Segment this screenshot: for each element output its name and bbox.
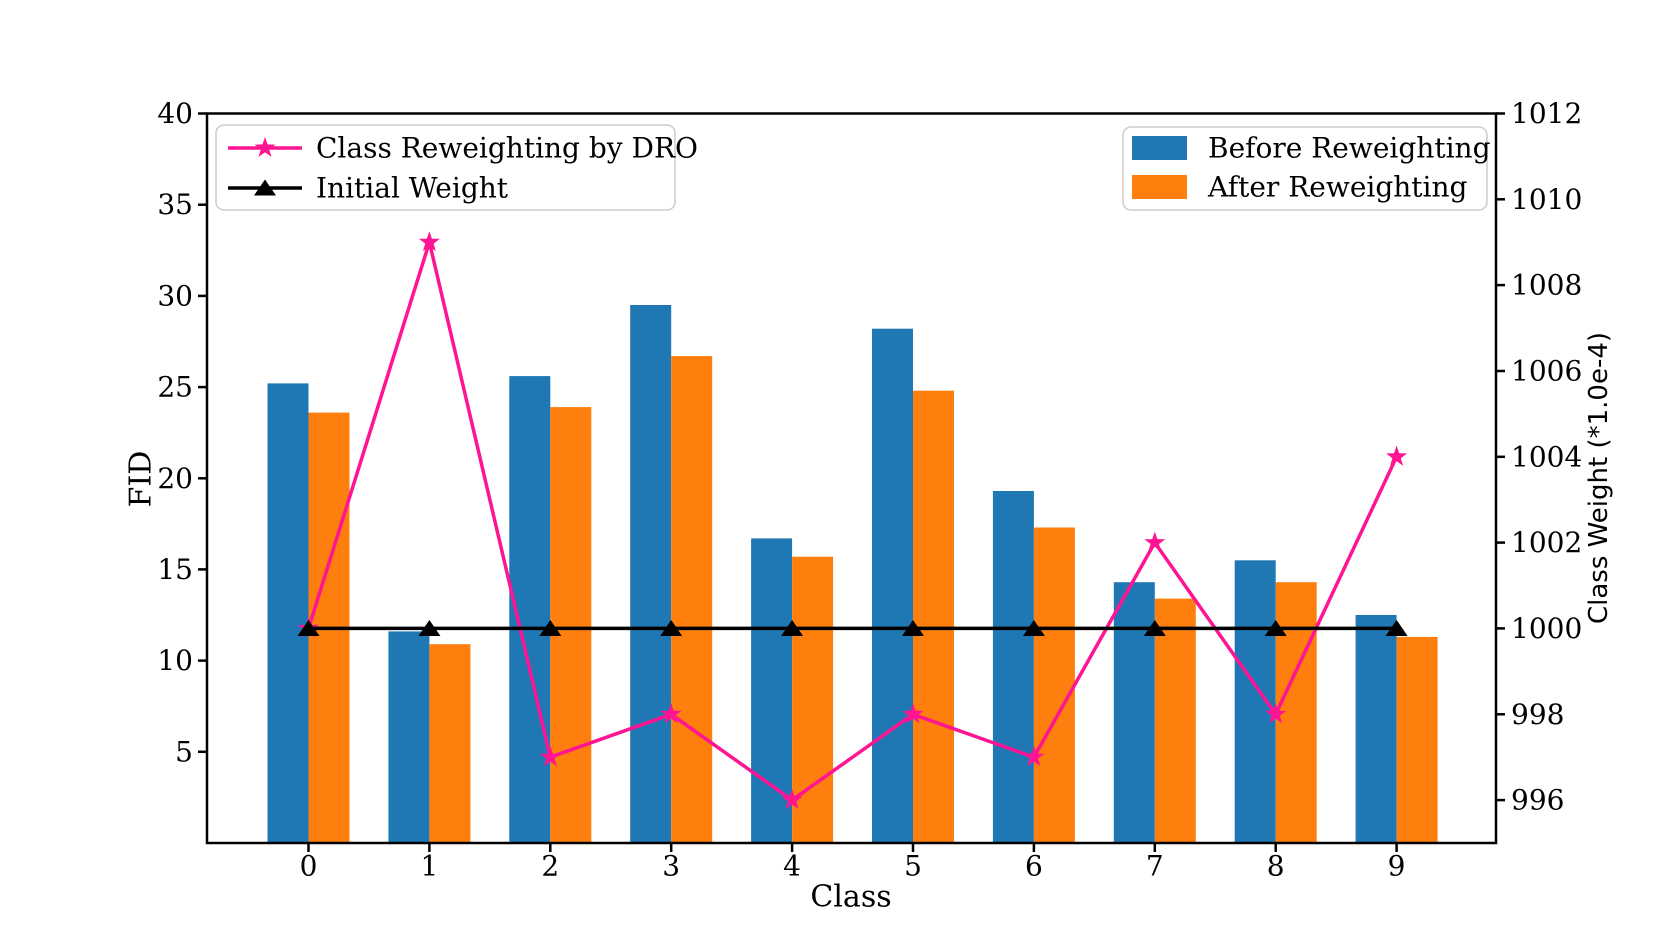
- dro-weight-line: [306, 235, 1399, 803]
- dro-star-marker-8: [1265, 703, 1287, 724]
- legend-lines-box: [215, 124, 676, 211]
- bar-after-class-5: [913, 390, 954, 843]
- right-tick-label-1006: 1006: [1511, 355, 1582, 388]
- x-tick-label-8: 8: [1267, 850, 1285, 883]
- legend-initial-triangle-icon: [254, 179, 276, 196]
- bar-after-class-7: [1154, 598, 1196, 843]
- legend-label-before: Before Reweighting: [1208, 132, 1491, 165]
- x-tick-label-9: 9: [1388, 850, 1406, 883]
- dro-star-marker-4: [781, 789, 803, 809]
- right-tick-label-1012: 1012: [1511, 97, 1582, 130]
- right-tick-label-996: 996: [1511, 784, 1564, 817]
- x-tick-label-0: 0: [300, 850, 318, 883]
- bar-after-class-4: [792, 556, 834, 843]
- x-tick-label-3: 3: [662, 850, 680, 883]
- initial-weight-triangle-marker-7: [1143, 619, 1166, 636]
- dro-star-marker-3: [660, 703, 682, 724]
- bar-before-class-8: [1234, 560, 1276, 843]
- bar-after-class-9: [1396, 636, 1438, 843]
- y-axis-label-left: FID: [123, 450, 159, 508]
- x-tick-label-1: 1: [420, 850, 438, 883]
- x-axis-label: Class: [810, 879, 892, 915]
- bar-before-class-5: [872, 328, 913, 843]
- right-tick-label-1002: 1002: [1511, 526, 1582, 559]
- bar-after-class-1: [429, 644, 471, 843]
- left-tick-label-25: 25: [157, 371, 193, 404]
- legend-swatch-after: [1132, 175, 1187, 199]
- initial-weight-triangle-marker-9: [1385, 619, 1408, 636]
- x-tick-label-6: 6: [1025, 850, 1043, 883]
- dro-star-marker-1: [418, 231, 440, 252]
- bar-before-class-9: [1355, 615, 1397, 843]
- right-tick-label-998: 998: [1511, 698, 1564, 731]
- bar-before-class-7: [1113, 582, 1155, 843]
- legend-label-initial-weight: Initial Weight: [316, 172, 509, 205]
- x-tick-label-7: 7: [1146, 850, 1164, 883]
- bar-after-class-3: [671, 356, 713, 843]
- bar-before-class-1: [388, 631, 430, 843]
- legend-dro-star-icon: [254, 137, 276, 157]
- initial-weight-triangle-marker-0: [297, 619, 320, 636]
- initial-weight-triangle-marker-1: [418, 619, 441, 636]
- x-tick-label-5: 5: [904, 850, 922, 883]
- dro-star-marker-5: [902, 703, 924, 724]
- right-tick-label-1010: 1010: [1511, 183, 1582, 216]
- initial-weight-triangle-marker-4: [781, 619, 804, 636]
- left-tick-label-15: 15: [157, 553, 193, 586]
- left-tick-label-5: 5: [175, 735, 193, 768]
- x-tick-label-2: 2: [541, 850, 559, 883]
- bar-before-class-4: [751, 538, 793, 843]
- dro-star-marker-7: [1144, 531, 1166, 552]
- left-tick-label-30: 30: [157, 279, 193, 312]
- initial-weight-triangle-marker-5: [902, 619, 924, 636]
- legend-label-dro: Class Reweighting by DRO: [316, 132, 698, 165]
- bar-before-class-3: [630, 305, 672, 843]
- x-tick-label-4: 4: [783, 850, 801, 883]
- left-tick-label-40: 40: [157, 97, 193, 130]
- bar-after-class-6: [1033, 527, 1075, 843]
- right-tick-label-1004: 1004: [1511, 440, 1582, 473]
- dro-star-marker-6: [1023, 746, 1045, 767]
- left-tick-label-20: 20: [157, 462, 193, 495]
- initial-weight-triangle-marker-6: [1022, 619, 1045, 636]
- right-tick-label-1000: 1000: [1511, 612, 1582, 645]
- bar-before-class-0: [267, 383, 309, 843]
- dro-star-marker-9: [1386, 445, 1408, 466]
- left-tick-label-35: 35: [157, 188, 193, 221]
- legend-swatch-before: [1132, 136, 1187, 160]
- bar-after-class-2: [550, 407, 592, 843]
- legend-label-after: After Reweighting: [1207, 171, 1468, 204]
- left-tick-label-10: 10: [157, 644, 193, 677]
- bar-before-class-6: [992, 491, 1034, 843]
- legend-bars-box: [1122, 126, 1488, 211]
- initial-weight-triangle-marker-2: [539, 619, 562, 636]
- dro-star-marker-2: [539, 746, 561, 767]
- y-axis-label-right: Class Weight (*1.0e-4): [1584, 331, 1614, 625]
- initial-weight-triangle-marker-8: [1264, 619, 1287, 636]
- initial-weight-triangle-marker-3: [660, 619, 683, 636]
- right-tick-label-1008: 1008: [1511, 269, 1582, 302]
